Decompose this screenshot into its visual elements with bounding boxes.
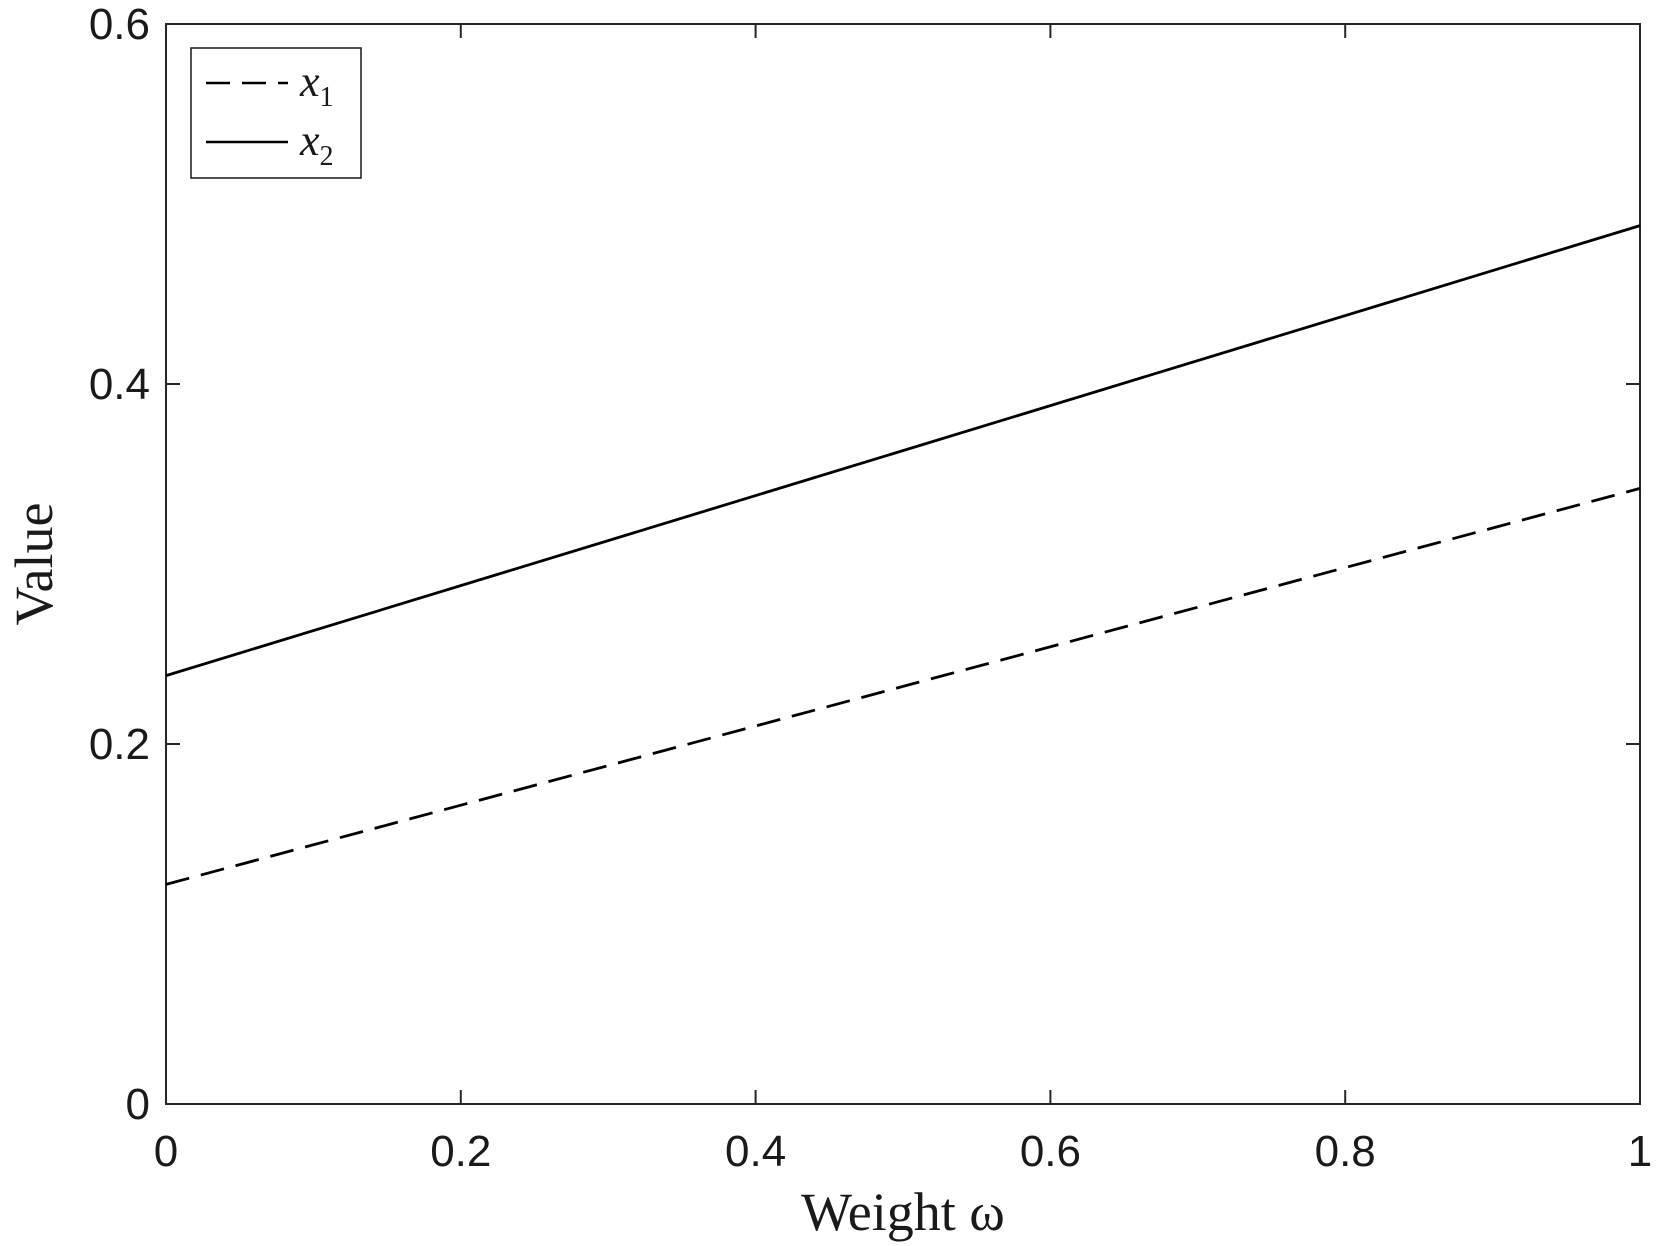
x-tick-label: 0 <box>154 1127 178 1176</box>
legend-box <box>190 47 362 179</box>
y-tick-label: 0 <box>126 1080 150 1129</box>
series-line-x1 <box>165 487 1641 886</box>
x-tick-label: 0.4 <box>725 1127 786 1176</box>
legend: x1 x2 <box>190 47 362 179</box>
x-tick-label: 0.8 <box>1315 1127 1376 1176</box>
y-axis-title: Value <box>4 503 64 626</box>
x-axis-title: Weight ω <box>801 1182 1005 1242</box>
plot-area <box>165 23 1641 1105</box>
x-tick-label: 0.6 <box>1020 1127 1081 1176</box>
y-tick-labels: 0 0.2 0.4 0.6 <box>89 0 150 1129</box>
legend-label-x1: x1 <box>299 57 334 113</box>
y-tick-label: 0.6 <box>89 0 150 49</box>
legend-label-x2: x2 <box>299 116 334 172</box>
x-tick-label: 0.2 <box>430 1127 491 1176</box>
y-tick-label: 0.2 <box>89 720 150 769</box>
axis-ticks <box>165 23 1641 1105</box>
series-line-x2 <box>165 224 1641 677</box>
series-layer <box>165 224 1641 886</box>
x-tick-label: 1 <box>1628 1127 1652 1176</box>
x-tick-labels: 0 0.2 0.4 0.6 0.8 1 <box>154 1127 1652 1176</box>
y-tick-label: 0.4 <box>89 360 150 409</box>
